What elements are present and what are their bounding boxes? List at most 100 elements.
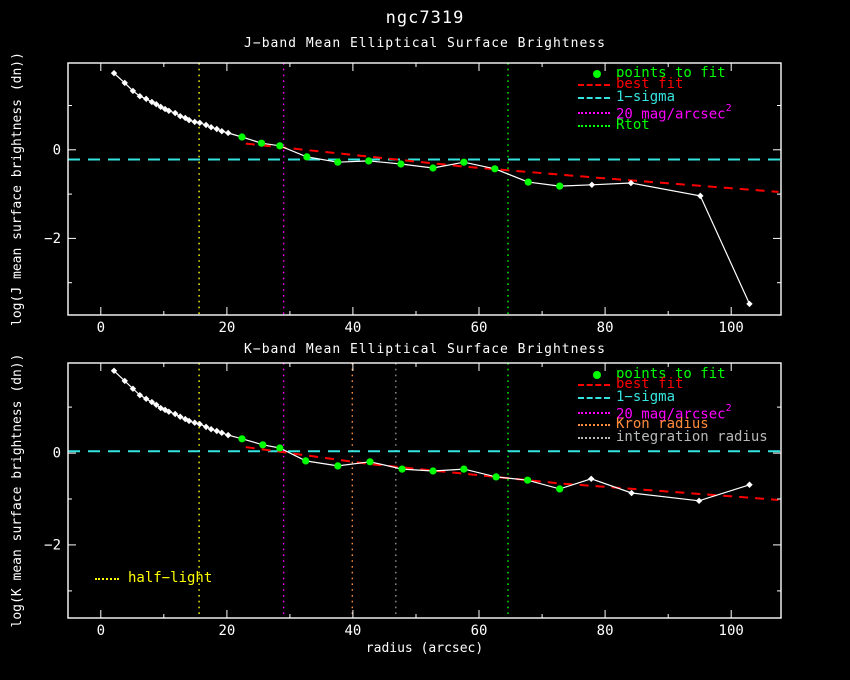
- j-band-profile-point: [697, 192, 704, 200]
- k-band-y-axis-label: log(K mean surface brightness (dn)): [10, 354, 25, 628]
- k-band-fit-point: [524, 476, 532, 484]
- line-sample-icon: [578, 396, 610, 399]
- j-band-x-tick-label: 60: [471, 320, 488, 336]
- k-band-x-tick-label: 0: [97, 623, 105, 639]
- j-band-profile-point: [588, 181, 596, 188]
- k-band-fit-point: [460, 465, 468, 473]
- j-band-profile-point: [110, 69, 118, 77]
- k-band-profile-point: [218, 429, 226, 437]
- line-sample-icon: [578, 83, 610, 86]
- k-band-profile-point: [202, 423, 210, 431]
- k-band-legend-1-sigma: 1−sigma: [578, 389, 676, 405]
- j-band-profile-point: [224, 129, 232, 137]
- k-band-fit-point: [238, 435, 246, 443]
- k-band-fit-point: [556, 485, 564, 493]
- k-band-fit-point: [366, 458, 374, 466]
- k-band-profile-point: [182, 415, 189, 423]
- line-sample-icon: [578, 436, 610, 439]
- legend-label: Kron radius: [616, 416, 709, 432]
- j-band-plot: 0 20 40 60 80 100 0 −2 log(J mean surface bright…: [10, 52, 782, 336]
- k-band-x-tick-label: 80: [597, 623, 614, 639]
- j-band-legend-1-sigma: 1−sigma: [578, 89, 676, 105]
- j-band-profile-point: [218, 128, 226, 135]
- k-band-profile-point: [224, 431, 232, 439]
- k-band-profile-point: [148, 398, 156, 406]
- j-band-profile-point: [142, 95, 150, 103]
- j-band-fit-point: [429, 164, 437, 172]
- legend-label: integration radius: [616, 429, 768, 445]
- legend-label: best fit: [616, 376, 684, 392]
- k-band-profile-point: [588, 475, 595, 482]
- j-band-profile-point: [171, 109, 179, 117]
- k-band-axes-box: [67, 362, 782, 619]
- k-band-profile-point: [628, 489, 635, 497]
- k-band-x-tick-label: 40: [344, 623, 361, 639]
- legend-label: best fit: [616, 76, 684, 92]
- j-band-profile-point: [627, 179, 635, 187]
- j-band-legend-20-mag-arcsec: 20 mag/arcsec2: [578, 103, 732, 123]
- legend-label: 20 mag/arcsec2: [616, 403, 732, 423]
- k-band-legend-20-mag-arcsec: 20 mag/arcsec2: [578, 403, 732, 423]
- k-band-x-tick-label: 20: [218, 623, 235, 639]
- k-band-profile-point: [121, 377, 128, 385]
- j-band-fit-point: [276, 142, 284, 150]
- k-band-legend-integration-radius: integration radius: [578, 429, 768, 445]
- k-band-profile-point: [213, 427, 220, 435]
- j-band-x-tick-label: 100: [719, 320, 744, 336]
- j-band-subtitle: J−band Mean Elliptical Surface Brightnes…: [244, 36, 606, 51]
- k-band-profile-point: [191, 419, 198, 426]
- j-band-axes-box: [67, 62, 782, 316]
- j-band-profile-point: [177, 112, 184, 120]
- annotation-label: half−light: [128, 570, 213, 586]
- j-band-profile-point: [129, 87, 137, 95]
- k-band-plot: 0 20 40 60 80 100 0 −2 log(K mean surface bright…: [10, 354, 782, 656]
- j-band-profile-point: [182, 114, 189, 122]
- j-band-legend-best-fit: best fit: [578, 76, 684, 92]
- j-band-profile-point: [136, 93, 144, 100]
- k-band-profile-point: [207, 425, 215, 433]
- k-band-y-tick-label: −2: [44, 537, 61, 553]
- line-sample-icon: [95, 577, 119, 580]
- k-band-profile-point: [196, 420, 203, 428]
- j-band-profile-point: [157, 103, 164, 111]
- line-sample-icon: [578, 411, 610, 414]
- k-band-x-tick-label: 60: [471, 623, 488, 639]
- j-band-profile-point: [153, 100, 160, 108]
- k-band-fit-point: [429, 467, 437, 475]
- k-band-legend-best-fit: best fit: [578, 376, 684, 392]
- k-band-profile-point: [142, 395, 150, 403]
- j-band-profile-point: [191, 118, 198, 126]
- j-band-profile-point: [185, 116, 193, 124]
- legend-label: 1−sigma: [616, 389, 676, 405]
- line-sample-icon: [578, 96, 610, 99]
- j-band-fit-point: [303, 153, 311, 161]
- j-band-fit-point: [334, 158, 342, 166]
- k-band-profile-point: [110, 367, 118, 375]
- legend-label: 20 mag/arcsec2: [616, 103, 732, 123]
- j-band-x-tick-label: 0: [97, 320, 105, 336]
- j-band-fit-point: [238, 133, 246, 141]
- j-band-profile-point: [202, 121, 210, 129]
- j-band-profile-point: [213, 125, 220, 133]
- j-band-fit-point: [397, 160, 405, 168]
- k-band-fit-point: [492, 473, 500, 481]
- k-band-fit-point: [334, 462, 342, 470]
- j-band-profile-point: [148, 98, 156, 106]
- j-band-x-tick-label: 40: [344, 320, 361, 336]
- k-band-x-tick-label: 100: [719, 623, 744, 639]
- legend-label: points to fit: [616, 366, 726, 382]
- k-band-profile-point: [695, 497, 703, 505]
- legend-label: 1−sigma: [616, 89, 676, 105]
- k-band-fit-point: [398, 465, 406, 473]
- k-band-profile-point: [171, 410, 179, 418]
- page-title: ngc7319: [385, 8, 465, 28]
- j-band-fit-point: [365, 157, 373, 165]
- j-band-profile-point: [121, 79, 128, 87]
- k-band-profile-point: [185, 417, 193, 425]
- k-band-profile-point: [177, 413, 184, 420]
- j-band-profile-point: [196, 119, 203, 126]
- k-band-fit-point: [302, 457, 310, 465]
- k-band-best-fit-line: [245, 446, 779, 501]
